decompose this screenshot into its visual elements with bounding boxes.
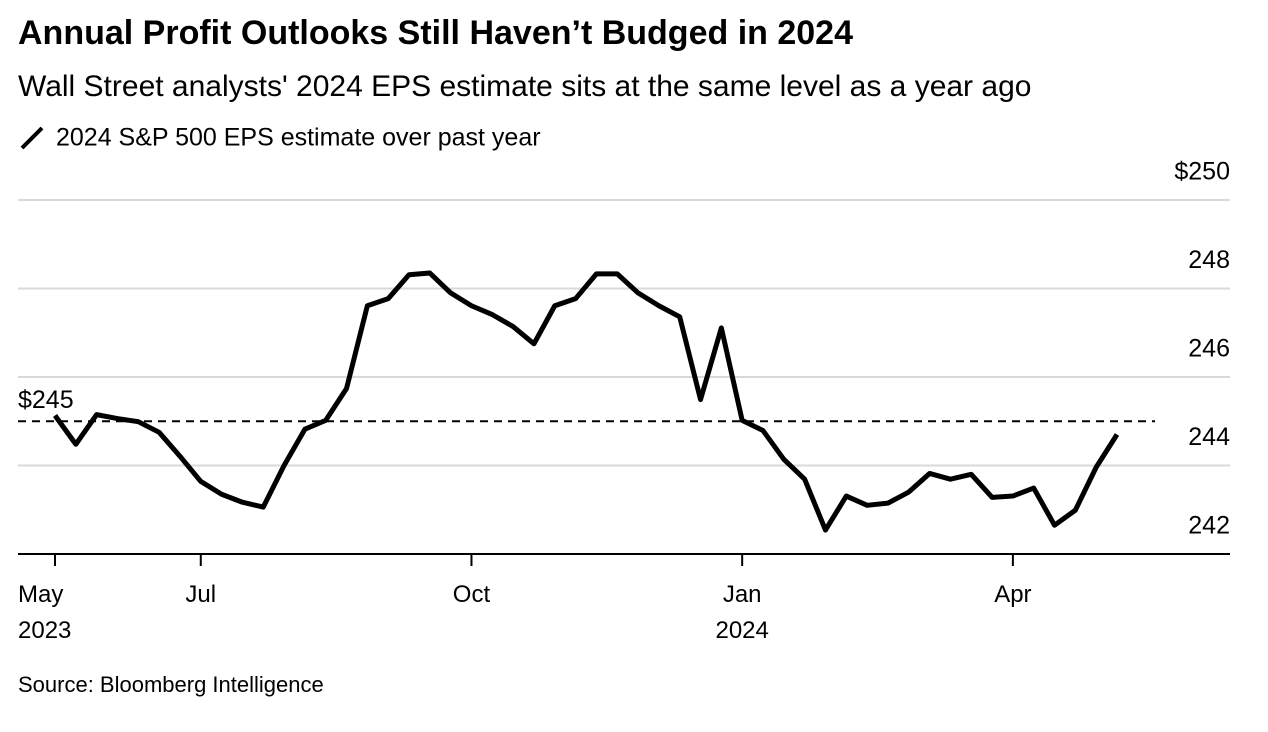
x-tick-label: May 2023 bbox=[18, 581, 72, 644]
legend-label: 2024 S&P 500 EPS estimate over past year bbox=[56, 124, 541, 152]
y-tick-label: 244 bbox=[1188, 423, 1230, 451]
y-tick-label: 242 bbox=[1188, 512, 1230, 540]
reference-label: $245 bbox=[18, 386, 74, 414]
y-tick-label: $250 bbox=[1174, 158, 1230, 186]
x-tick-label: Oct bbox=[452, 581, 491, 608]
data-line bbox=[52, 270, 1120, 533]
chart-title: Annual Profit Outlooks Still Haven’t Bud… bbox=[18, 14, 853, 52]
x-tick-label: Jul bbox=[185, 581, 217, 608]
chart-subtitle: Wall Street analysts' 2024 EPS estimate … bbox=[18, 70, 1031, 103]
source: Source: Bloomberg Intelligence bbox=[18, 672, 324, 697]
x-tick-label: Jan 2024 bbox=[715, 581, 769, 644]
y-tick-label: 248 bbox=[1188, 246, 1230, 274]
x-tick-label: Apr bbox=[994, 581, 1032, 608]
y-tick-label: 246 bbox=[1188, 335, 1230, 363]
legend-icon bbox=[20, 126, 44, 150]
